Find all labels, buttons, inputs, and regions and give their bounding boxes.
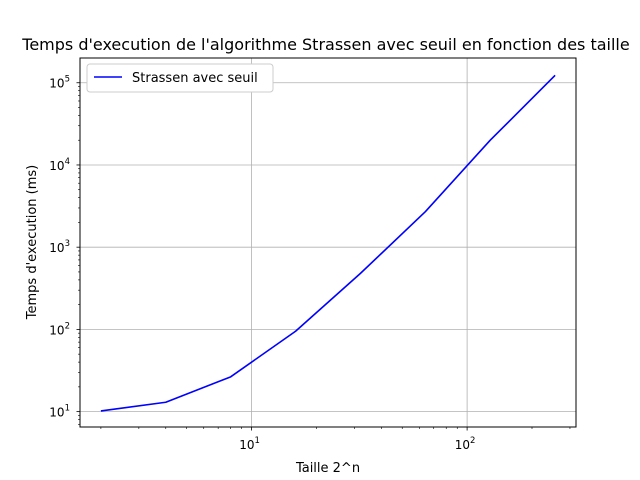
series-line bbox=[100, 74, 556, 412]
legend-label: Strassen avec seuil bbox=[132, 71, 258, 86]
x-tick-label: 102 bbox=[455, 436, 476, 452]
y-tick-label: 101 bbox=[49, 404, 70, 420]
y-tick-label: 103 bbox=[49, 239, 70, 255]
chart-title: Temps d'execution de l'algorithme Strass… bbox=[21, 35, 629, 54]
grid-lines bbox=[80, 58, 576, 427]
y-tick-label: 105 bbox=[49, 75, 70, 91]
series-layer bbox=[100, 74, 556, 412]
legend: Strassen avec seuil bbox=[86, 63, 274, 93]
y-tick-label: 102 bbox=[49, 321, 70, 337]
x-axis-label: Taille 2^n bbox=[295, 461, 360, 476]
axis-ticks: 101 102 101 102 103 104 105 bbox=[49, 75, 571, 452]
legend-box bbox=[86, 63, 274, 93]
y-axis-label: Temps d'execution (ms) bbox=[25, 165, 40, 320]
y-tick-label: 104 bbox=[49, 157, 70, 173]
x-tick-label: 101 bbox=[239, 436, 260, 452]
plot-area-frame bbox=[79, 57, 577, 428]
